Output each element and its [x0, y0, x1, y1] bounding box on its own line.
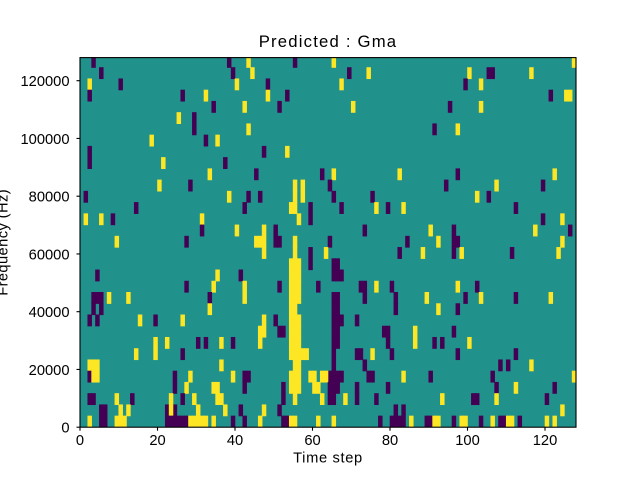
svg-text:20: 20 [149, 433, 165, 449]
svg-text:Frequency (Hz): Frequency (Hz) [0, 189, 12, 296]
svg-text:100000: 100000 [20, 132, 69, 148]
svg-text:Time step: Time step [293, 451, 363, 467]
svg-text:80: 80 [382, 433, 398, 449]
svg-text:0: 0 [76, 433, 84, 449]
svg-text:Predicted : Gma: Predicted : Gma [259, 32, 398, 51]
svg-text:40: 40 [227, 433, 243, 449]
svg-text:40000: 40000 [29, 305, 70, 321]
svg-text:120: 120 [533, 433, 558, 449]
svg-text:60000: 60000 [29, 247, 70, 263]
svg-text:0: 0 [61, 421, 69, 437]
svg-text:120000: 120000 [20, 74, 69, 90]
svg-text:20000: 20000 [29, 363, 70, 379]
svg-text:60: 60 [304, 433, 320, 449]
svg-text:100: 100 [455, 433, 480, 449]
svg-text:80000: 80000 [29, 190, 70, 206]
